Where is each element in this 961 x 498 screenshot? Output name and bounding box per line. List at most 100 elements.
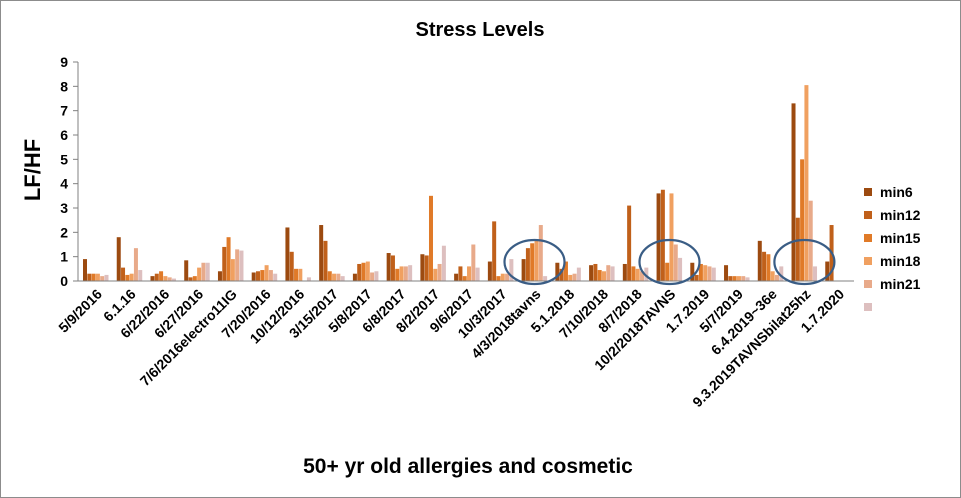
bar — [352, 273, 357, 281]
bar — [159, 271, 164, 281]
annotation-circle — [638, 238, 701, 286]
bar — [736, 276, 741, 281]
bar — [230, 259, 235, 281]
legend-label: min21 — [880, 276, 921, 292]
bar — [217, 271, 222, 281]
annotation-circles — [503, 238, 836, 286]
bar — [420, 254, 425, 281]
legend-swatch — [864, 211, 872, 219]
bar — [800, 159, 805, 281]
bar — [205, 262, 210, 281]
bar — [724, 265, 729, 281]
bar — [741, 276, 746, 281]
bar — [100, 276, 105, 281]
bar — [197, 267, 202, 281]
bar — [327, 271, 332, 281]
bar — [437, 263, 442, 281]
bar — [226, 237, 231, 281]
bar — [534, 240, 539, 281]
bar — [669, 193, 674, 281]
bar — [732, 276, 737, 281]
bar — [568, 274, 573, 281]
bar — [795, 217, 800, 281]
bar — [690, 262, 695, 281]
bar — [171, 278, 176, 281]
bar — [576, 267, 581, 281]
bar — [251, 272, 256, 281]
bar — [521, 259, 526, 281]
bar — [572, 273, 577, 281]
bar — [91, 273, 96, 281]
y-tick-label: 1 — [60, 249, 68, 265]
legend-label: min6 — [880, 184, 913, 200]
bar — [631, 266, 636, 281]
bar — [116, 237, 121, 281]
bar — [285, 227, 290, 281]
y-tick-label: 7 — [60, 103, 68, 119]
y-axis: 0 1 2 3 4 5 6 7 8 9 — [60, 54, 78, 289]
bar — [804, 85, 809, 282]
bar — [95, 273, 100, 281]
bar — [121, 267, 126, 281]
bar — [454, 273, 459, 281]
bars-group — [83, 85, 834, 282]
legend-swatch — [864, 280, 872, 288]
y-tick-label: 4 — [60, 176, 68, 192]
bar — [635, 268, 640, 281]
bar — [774, 274, 779, 281]
bar — [323, 240, 328, 281]
bar — [825, 261, 830, 281]
bar — [104, 274, 109, 281]
bar — [555, 262, 560, 281]
bar — [289, 251, 294, 281]
axis-lines — [77, 62, 854, 282]
annotation-circle — [503, 238, 566, 286]
bar — [150, 276, 155, 281]
bar — [184, 260, 189, 281]
bar — [154, 273, 159, 281]
bar — [660, 189, 665, 281]
bar — [500, 273, 505, 281]
bar — [610, 266, 615, 281]
y-tick-label: 6 — [60, 127, 68, 143]
bar — [125, 274, 130, 281]
bar — [779, 266, 784, 281]
bar — [559, 268, 564, 281]
bar — [390, 255, 395, 281]
bar — [264, 265, 269, 281]
bar — [711, 267, 716, 281]
chart-title: Stress Levels — [416, 19, 545, 41]
bar — [167, 277, 172, 281]
bar — [538, 225, 543, 281]
bar — [222, 246, 227, 281]
legend-swatch — [864, 234, 872, 242]
bar — [340, 276, 345, 281]
bar — [496, 276, 501, 281]
legend: min6 min12 min15 min18 min21 — [864, 184, 921, 311]
legend-swatch — [864, 303, 872, 311]
bar — [475, 267, 480, 281]
bar — [601, 271, 606, 281]
bar — [656, 193, 661, 281]
bar — [424, 255, 429, 281]
bar — [509, 259, 514, 281]
bar — [678, 257, 683, 281]
bar — [563, 261, 568, 281]
bar — [133, 248, 138, 281]
bar — [294, 268, 299, 281]
bar — [757, 240, 762, 281]
bar — [467, 266, 472, 281]
x-axis-label: 50+ yr old allergies and cosmetic — [303, 455, 633, 478]
bar — [530, 243, 535, 281]
bar — [268, 270, 273, 281]
bar — [332, 273, 337, 281]
bar — [525, 248, 530, 281]
bar — [87, 273, 92, 281]
bar — [593, 263, 598, 281]
bar — [129, 273, 134, 281]
bar — [597, 270, 602, 281]
y-tick-label: 9 — [60, 54, 68, 70]
bar — [627, 205, 632, 281]
bar — [357, 263, 362, 281]
